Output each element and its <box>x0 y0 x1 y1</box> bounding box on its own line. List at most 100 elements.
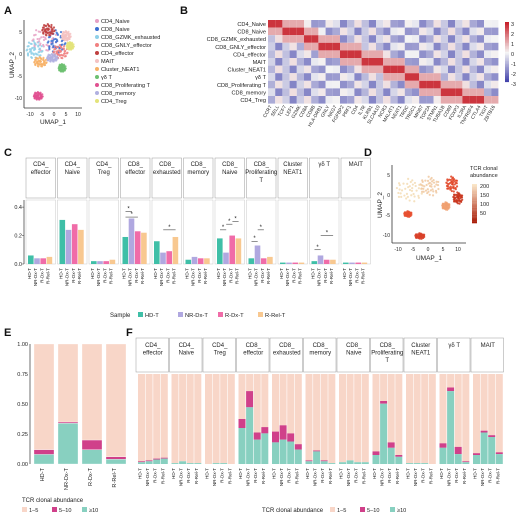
legend-dot-5 <box>95 59 99 63</box>
umap-d-point <box>445 206 448 209</box>
heatmap-cell <box>318 20 326 28</box>
c-group-label: exhausted <box>153 170 181 176</box>
heatmap-cell <box>376 42 384 51</box>
colorbar-tick: 0 <box>511 52 514 58</box>
umap-d-colorbar <box>472 213 477 215</box>
c-panel-frame <box>340 199 371 265</box>
umap-d-point <box>426 191 429 195</box>
heatmap-cell <box>404 20 412 28</box>
c-xtick: R-Dx-T <box>39 268 44 283</box>
umap-a-point <box>26 52 30 55</box>
umap-a-point <box>61 34 64 37</box>
colorbar-seg <box>505 44 509 47</box>
f-xtick: R-Dx-T <box>220 468 225 483</box>
umap-d-point <box>449 178 452 182</box>
f-group-label: Naive <box>179 351 195 357</box>
heatmap-cell <box>296 73 304 81</box>
c-bar <box>103 261 109 264</box>
heatmap-cell <box>484 27 492 36</box>
umap-d-point <box>403 212 407 215</box>
umap-a-xtick: 0 <box>53 112 56 118</box>
c-xtick: NR-Dx-T <box>65 268 70 286</box>
umap-a-point <box>37 96 41 99</box>
heatmap-cell <box>383 35 391 43</box>
c-xtick: NR-Dx-T <box>159 268 164 286</box>
umap-a-point <box>42 58 45 62</box>
e-bar-seg <box>105 456 127 460</box>
heatmap-cell <box>390 65 398 74</box>
colorbar-seg <box>505 22 509 24</box>
umap-a-point <box>41 95 44 98</box>
umap-d-point <box>443 206 446 209</box>
f-group-label: memory <box>309 351 331 357</box>
umap-d-point <box>451 183 454 186</box>
heatmap-cell <box>390 96 398 104</box>
heatmap-cell <box>325 65 333 74</box>
c-group-header <box>246 157 277 199</box>
heatmap-cell <box>304 20 312 28</box>
umap-d-point <box>417 194 420 197</box>
heatmap-cell <box>412 50 420 58</box>
umap-d-colorbar <box>472 191 477 193</box>
heatmap-cell <box>484 58 492 66</box>
heatmap-cell <box>455 27 463 36</box>
e-xtick: NR-Dx-T <box>64 467 70 490</box>
heatmap-cell <box>347 50 355 58</box>
heatmap-cell <box>376 65 384 74</box>
heatmap-cell <box>368 96 376 104</box>
heatmap-cell <box>462 27 470 36</box>
umap-d-colorbar <box>472 206 477 208</box>
heatmap-col-label: IL7R <box>357 104 368 116</box>
heatmap-cell <box>390 35 398 43</box>
umap-d-point <box>453 196 456 199</box>
heatmap-cell <box>282 20 290 28</box>
f-bar-1to5 <box>194 374 202 464</box>
umap-a-point <box>34 56 38 60</box>
heatmap-cell <box>455 20 463 28</box>
umap-a-point <box>34 91 37 94</box>
heatmap-cell <box>383 88 391 96</box>
heatmap-cell <box>462 88 470 96</box>
heatmap-cell <box>383 58 391 66</box>
heatmap-cell <box>376 88 384 96</box>
f-bar-1to5 <box>395 374 403 455</box>
colorbar-seg <box>505 71 509 74</box>
c-xtick: R-Rel-T <box>77 268 82 284</box>
umap-d-point <box>406 182 409 185</box>
heatmap-cell <box>318 65 326 74</box>
umap-a-point <box>42 24 46 27</box>
umap-a-point <box>48 45 51 48</box>
colorbar-seg <box>505 61 509 63</box>
f-bar-ge10 <box>413 463 421 464</box>
f-bar-5to10 <box>160 457 168 459</box>
f-group-label: CD4_ <box>179 343 195 349</box>
heatmap-cell <box>440 80 448 89</box>
umap-d-point <box>453 180 456 183</box>
umap-a-point <box>40 65 43 68</box>
umap-a-point <box>46 31 49 34</box>
f-bar-5to10 <box>313 450 321 452</box>
umap-d-point <box>400 189 404 192</box>
heatmap-cell <box>361 20 369 28</box>
heatmap-cell <box>412 27 420 36</box>
umap-d-ytick: 5 <box>387 173 390 179</box>
heatmap-cell <box>390 80 398 89</box>
heatmap-cell <box>354 42 362 51</box>
f-bar-5to10 <box>488 435 496 437</box>
umap-a-point <box>54 47 57 51</box>
heatmap-col-label: PRF1 <box>342 104 353 118</box>
umap-a-point <box>65 44 69 47</box>
f-bar-1to5 <box>246 374 254 392</box>
heatmap-cell <box>440 58 448 66</box>
legend-dot-4 <box>95 51 99 55</box>
colorbar-seg <box>505 32 509 35</box>
c-bar <box>59 219 66 264</box>
colorbar-seg <box>505 64 509 66</box>
f-xtick: HD-T <box>305 468 310 479</box>
f-bar-1to5 <box>354 374 362 463</box>
heatmap-cell <box>491 35 499 43</box>
c-sig-star: * <box>326 231 329 237</box>
heatmap-cell <box>311 35 319 43</box>
c-bar <box>191 256 198 264</box>
umap-a-point <box>56 46 59 49</box>
